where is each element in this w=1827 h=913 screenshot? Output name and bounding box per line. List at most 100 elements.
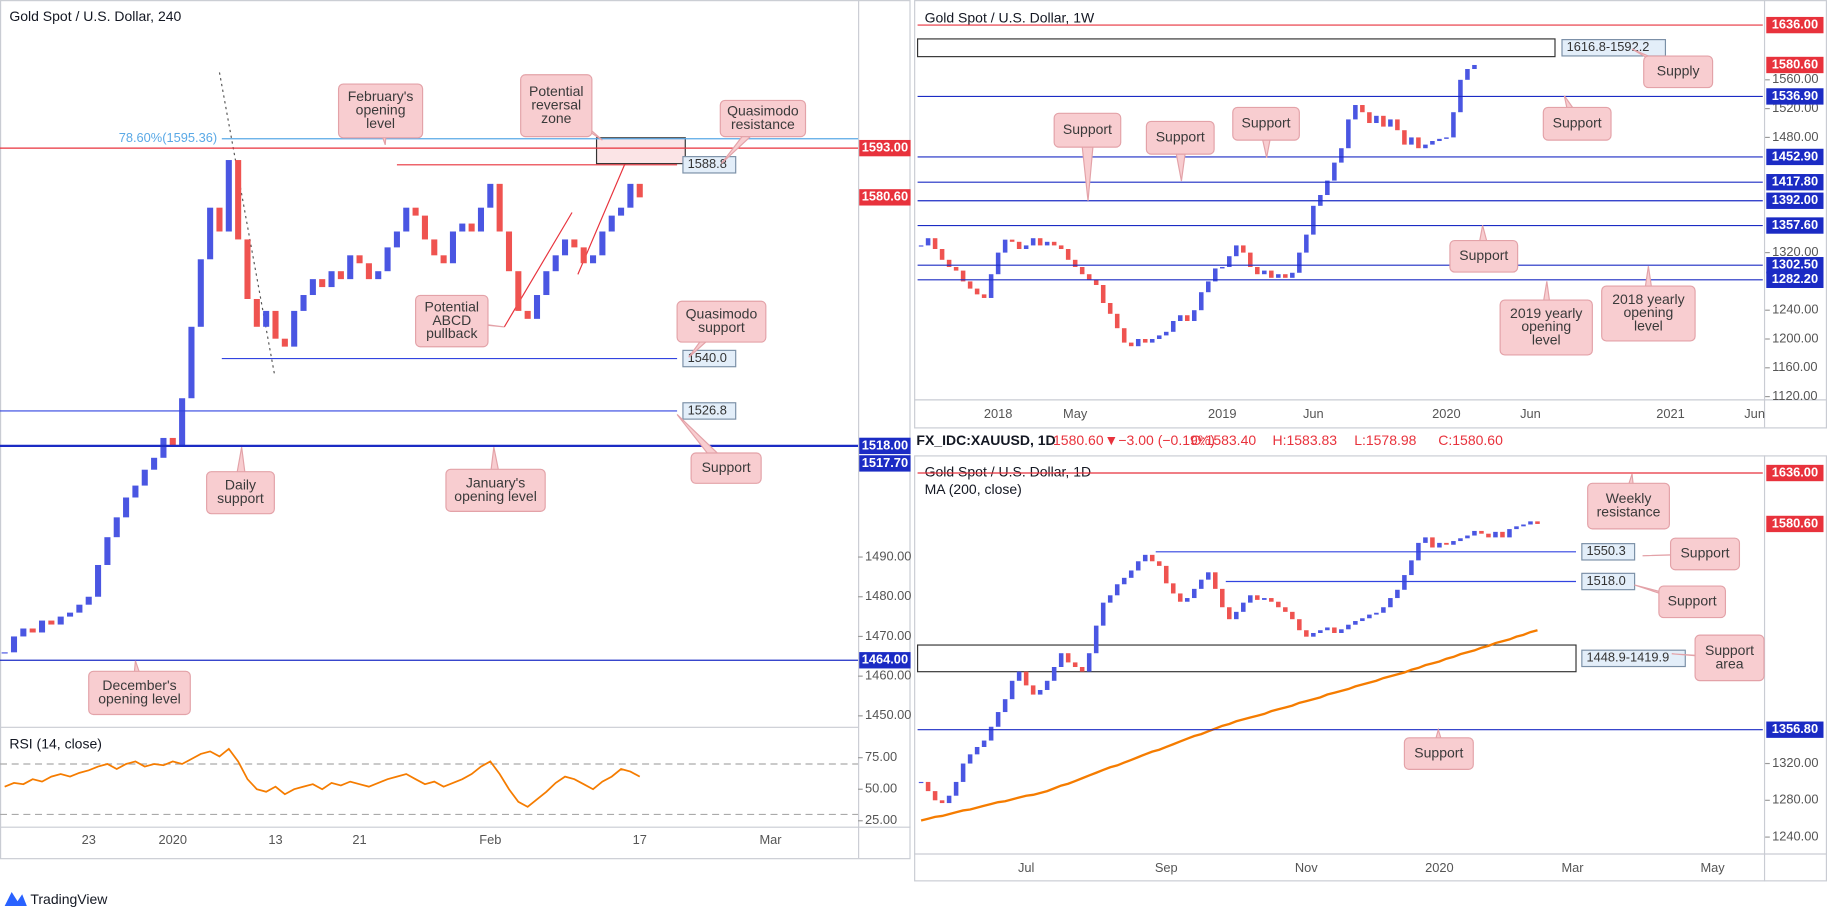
callout-text: Weekly (1606, 490, 1652, 506)
candle (524, 310, 531, 319)
callout-text: Support (1156, 128, 1205, 144)
candle (618, 207, 625, 216)
candle (932, 791, 938, 801)
candle (281, 338, 288, 347)
candle (1128, 342, 1134, 347)
candle (636, 183, 643, 198)
candle (1416, 137, 1421, 149)
candle (309, 279, 316, 296)
candle (207, 207, 214, 260)
candle (1114, 584, 1120, 596)
candle (1170, 321, 1176, 332)
zone (917, 38, 1556, 58)
callout (719, 99, 807, 138)
candle (533, 295, 541, 319)
candle (1051, 667, 1057, 681)
x-tick-label: Jun (1520, 406, 1541, 421)
candle (179, 398, 186, 446)
price-badge (859, 189, 911, 206)
candle (1072, 259, 1078, 268)
candle (1465, 535, 1470, 539)
candle (946, 795, 952, 804)
callout-text: reversal (531, 96, 581, 112)
candle (1100, 285, 1106, 304)
y-tick-label: 1480.00 (865, 588, 911, 603)
callout-text: Support (1414, 744, 1463, 760)
candle (1514, 526, 1519, 530)
candle (974, 746, 980, 755)
candle (1255, 595, 1260, 600)
callout (337, 83, 424, 139)
x-tick-label: 2020 (1432, 406, 1461, 421)
candle (1276, 274, 1281, 278)
callout-text: resistance (1597, 504, 1661, 520)
price-badge-label: 1392.00 (1772, 192, 1818, 207)
x-tick-label: 2021 (1656, 406, 1685, 421)
candle (1016, 241, 1022, 250)
candle (225, 160, 232, 232)
callout (1601, 285, 1696, 342)
y-tick-label: 1450.00 (865, 707, 911, 722)
chart-title: Gold Spot / U.S. Dollar, 1D (925, 464, 1092, 480)
candle (1388, 119, 1393, 127)
candle (1037, 689, 1043, 695)
zone (595, 137, 686, 165)
candle (216, 207, 223, 232)
candle (1009, 239, 1015, 242)
brand: TradingView (30, 891, 108, 907)
y-tick-label: 1200.00 (1772, 330, 1818, 345)
low: L:1578.98 (1354, 432, 1416, 448)
price-badge (1766, 148, 1824, 166)
logo (4, 891, 27, 906)
level-box-label: 1588.8 (688, 156, 727, 171)
callout (1542, 106, 1612, 141)
candle (393, 231, 400, 248)
callout (1403, 737, 1474, 770)
callout (1669, 537, 1741, 571)
x-tick-label: Jun (1744, 406, 1765, 421)
x-tick-label: May (1700, 860, 1725, 875)
candle (85, 596, 92, 605)
candle (412, 207, 419, 216)
y-tick-label: 1120.00 (1772, 388, 1817, 403)
callout-text: opening level (454, 488, 537, 504)
change-arrow: ▼ (1104, 432, 1118, 448)
level-box-label: 1518.0 (1587, 573, 1626, 588)
callout-text: Daily (225, 477, 256, 493)
chart: Gold Spot / U.S. Dollar, 1D 1240.00 1280.0… (917, 464, 1824, 875)
callout (88, 670, 191, 716)
candle (1325, 627, 1330, 631)
candle (939, 800, 945, 804)
candle (1156, 561, 1162, 566)
x-tick-label: Mar (759, 832, 782, 847)
candle (1142, 554, 1148, 562)
chart-title: Gold Spot / U.S. Dollar, 1W (925, 9, 1095, 25)
candle (1149, 554, 1155, 562)
candle (1528, 521, 1533, 525)
candle (1086, 653, 1092, 672)
candle (1177, 315, 1183, 322)
candle (1437, 138, 1442, 142)
candle (1430, 537, 1435, 548)
callout-text: pullback (426, 325, 478, 341)
indicator-label: RSI (14, close) (9, 736, 102, 752)
candle (113, 517, 120, 538)
candle (431, 239, 438, 256)
candle (76, 604, 83, 613)
candle (1276, 601, 1281, 608)
price-badge (1766, 464, 1824, 482)
level-box (1581, 572, 1636, 591)
callout-text: Support (1680, 545, 1729, 561)
candle (328, 271, 335, 288)
indicator-label: MA (200, close) (925, 481, 1022, 497)
candle (1044, 680, 1050, 690)
price-badge (859, 455, 911, 472)
last-price: 1580.60 (1053, 432, 1104, 448)
candle (1367, 112, 1372, 124)
y-tick-label: 75.00 (865, 749, 897, 764)
callout (1053, 112, 1122, 148)
x-tick-label: 13 (268, 832, 282, 847)
candle (244, 239, 251, 299)
candle (1051, 241, 1057, 246)
candle (440, 255, 447, 264)
